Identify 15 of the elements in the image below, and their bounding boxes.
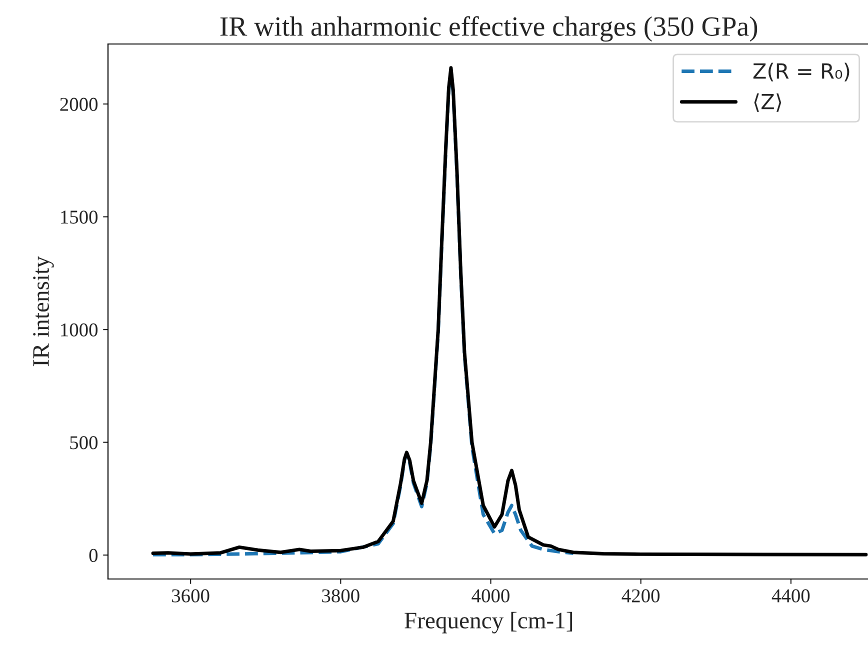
chart-title: IR with anharmonic effective charges (350 GPa) [220,16,758,42]
x-tick-label: 4200 [622,589,660,602]
x-tick-label: 3600 [172,589,210,602]
x-tick-label: 4000 [472,589,510,602]
x-tick-label: 3800 [322,589,360,602]
x-tick-label: 4400 [772,589,810,602]
y-tick-label: 0 [89,548,98,562]
y-axis-title: IR intensity [33,256,54,366]
legend-label: ⟨Z⟩ [754,93,782,112]
y-tick-label: 1500 [61,210,98,224]
y-tick-label: 2000 [60,98,98,111]
x-axis-title: Frequency [cm-1] [404,612,572,634]
y-tick-label: 1000 [61,323,98,336]
legend-label: Z(R = R₀) [753,62,850,82]
y-tick-label: 500 [70,436,98,450]
